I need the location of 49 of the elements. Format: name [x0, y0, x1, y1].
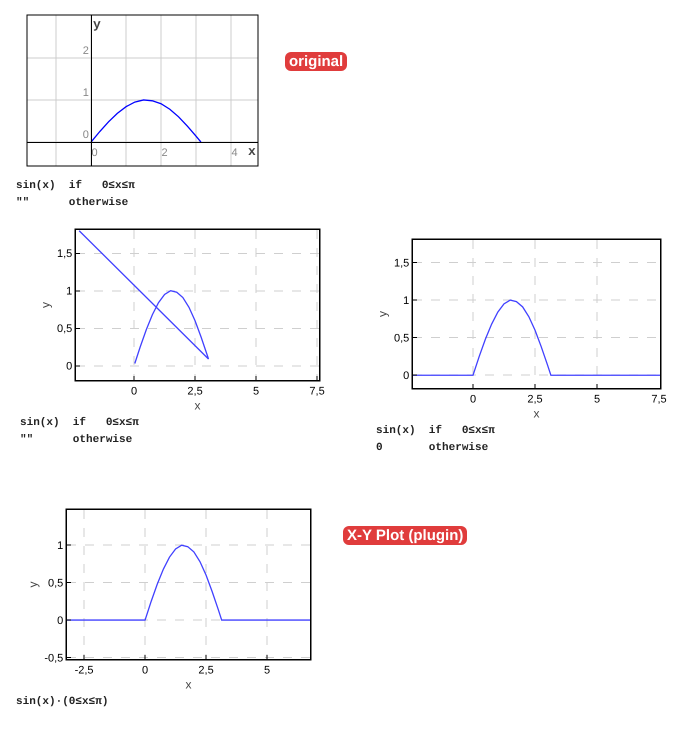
x-axis-title: x — [186, 677, 192, 692]
y-tick-label: 0,5 — [394, 332, 410, 345]
x-tick-label: 0 — [92, 147, 98, 160]
x-tick-label: -2,5 — [74, 664, 94, 677]
text: "" otherwise — [20, 433, 134, 448]
y-axis-title: y — [26, 582, 40, 588]
text: 0 otherwise — [376, 441, 490, 456]
y-tick-label: -0,5 — [44, 652, 64, 664]
x-tick-label: 2,5 — [198, 664, 214, 677]
y-tick-label: 0 — [66, 360, 72, 373]
text: X-Y Plot (plugin) — [343, 526, 468, 545]
y-axis-title: y — [38, 302, 53, 308]
y-tick-label: 0,5 — [57, 323, 72, 336]
y-tick-label: 1 — [57, 540, 64, 552]
y-tick-label: 0 — [403, 370, 410, 382]
y-tick-label: 0,5 — [48, 577, 64, 590]
text: sin(x) if 0≤x≤π — [16, 178, 136, 194]
y-axis-title: y — [376, 311, 390, 317]
y-tick-label: 1 — [66, 286, 72, 298]
x-axis-title: x — [248, 144, 256, 159]
x-tick-label: 2 — [162, 147, 168, 160]
line-series — [78, 230, 210, 364]
text: sin(x)·(0≤x≤π) — [16, 695, 110, 710]
x-tick-label: 0 — [470, 394, 476, 406]
y-tick-label: 1 — [82, 87, 89, 100]
y-tick-label: 2 — [82, 45, 89, 58]
y-tick-label: 1,5 — [57, 248, 72, 260]
x-axis-title: x — [534, 406, 540, 420]
text: sin(x) if 0≤x≤π — [20, 416, 140, 431]
x-tick-label: 5 — [594, 394, 600, 406]
x-tick-label: 7,5 — [651, 394, 667, 406]
y-tick-label: 0 — [82, 129, 89, 142]
x-tick-label: 4 — [232, 147, 238, 160]
y-tick-label: 1 — [403, 294, 410, 307]
x-axis-title: x — [194, 398, 200, 412]
x-tick-label: 7,5 — [309, 386, 325, 398]
x-tick-label: 0 — [142, 664, 148, 677]
line-series — [413, 299, 660, 376]
x-tick-label: 5 — [264, 664, 270, 677]
text: "" otherwise — [16, 196, 130, 211]
text: sin(x) if 0≤x≤π — [376, 424, 496, 439]
x-tick-label: 0 — [131, 386, 138, 398]
text: original — [285, 52, 348, 71]
y-tick-label: 0 — [57, 614, 64, 627]
x-tick-label: 2,5 — [527, 394, 543, 406]
y-axis-title: y — [93, 17, 101, 32]
y-tick-label: 1,5 — [394, 257, 410, 270]
x-tick-label: 5 — [252, 386, 260, 398]
x-tick-label: 2,5 — [187, 386, 203, 398]
